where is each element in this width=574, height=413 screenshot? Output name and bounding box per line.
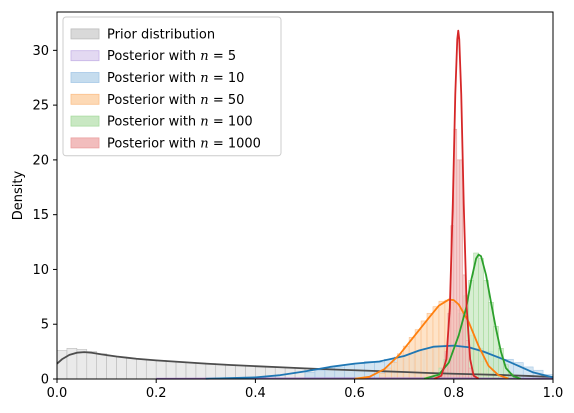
histogram-bar <box>402 345 410 380</box>
legend-label-n-symbol: n <box>196 71 209 86</box>
histogram-bar <box>185 362 197 380</box>
histogram-bar <box>274 367 286 380</box>
histogram-bar <box>76 349 88 380</box>
legend-label-prefix: Posterior with <box>107 49 196 64</box>
legend-swatch <box>70 137 100 149</box>
legend-swatch <box>70 50 100 62</box>
legend-label-prefix: Posterior with <box>107 115 196 130</box>
y-axis-label: Density <box>11 170 26 220</box>
legend-label-prefix: Posterior with <box>107 93 196 108</box>
legend-swatch <box>70 72 100 83</box>
legend-label-n-value: = 1000 <box>209 136 261 151</box>
x-axis: 0.0 0.2 0.4 0.6 0.8 1.0 <box>47 379 564 401</box>
legend-label: Posterior with n = 10 <box>107 71 244 86</box>
kde-line <box>433 29 480 380</box>
kde-line <box>56 351 554 378</box>
histogram-bar <box>478 258 484 380</box>
histogram-bar <box>106 355 117 380</box>
histogram-bar <box>426 312 434 380</box>
kde-line <box>423 253 522 380</box>
histogram-bar <box>385 367 392 380</box>
histogram-bar <box>116 356 127 380</box>
legend-label-n-value: = 50 <box>209 93 245 108</box>
histogram-bar <box>225 364 236 380</box>
histogram-bar <box>56 350 68 380</box>
legend-box <box>62 16 282 157</box>
y-tick-label: 20 <box>32 153 49 168</box>
y-tick-label: 25 <box>32 99 49 114</box>
histogram-bar <box>96 353 107 380</box>
histogram-bar <box>165 361 177 380</box>
x-tick-label: 0.4 <box>245 386 266 401</box>
y-tick-label: 5 <box>41 318 49 333</box>
legend-label-n-value: = 100 <box>209 115 253 130</box>
x-tick-label: 0.6 <box>344 386 365 401</box>
y-tick-label: 0 <box>41 373 49 388</box>
legend-label: Prior distribution <box>107 27 215 42</box>
legend-label-n-symbol: n <box>196 93 209 108</box>
legend-label: Posterior with n = 5 <box>107 49 236 64</box>
histogram-bar <box>86 351 97 380</box>
histogram-bar <box>175 361 187 380</box>
histogram-bar <box>432 306 440 380</box>
histogram-bar <box>195 362 207 380</box>
legend-label-n-symbol: n <box>196 115 209 130</box>
histogram-bar <box>344 364 355 380</box>
legend-label-n-symbol: n <box>196 49 209 64</box>
axes-frame <box>56 11 554 380</box>
y-axis: 0 5 10 15 20 25 30 <box>32 44 57 388</box>
kde-line <box>205 344 554 380</box>
legend-label-n-value: = 5 <box>209 49 236 64</box>
histogram-bar <box>473 252 479 380</box>
legend-label-n-symbol: n <box>196 136 209 151</box>
histogram-bar <box>155 360 167 380</box>
legend-label: Posterior with n = 50 <box>107 93 244 108</box>
legend-swatch <box>70 115 100 127</box>
legend-label-n-value: = 10 <box>209 71 245 86</box>
legend-swatch <box>70 28 100 40</box>
legend-swatch <box>70 93 100 105</box>
y-tick-label: 10 <box>32 263 49 278</box>
histogram-bar <box>145 359 157 380</box>
legend-label-prefix: Posterior with <box>107 136 196 151</box>
histogram-bar <box>126 357 137 380</box>
histogram-bar <box>462 274 467 380</box>
x-tick-label: 0.0 <box>47 386 68 401</box>
y-tick-label: 30 <box>32 44 49 59</box>
histogram-bar <box>205 363 217 380</box>
histogram-bar <box>215 363 226 380</box>
histogram-bar <box>136 358 147 380</box>
legend-label: Posterior with n = 100 <box>107 115 253 130</box>
legend-label-prefix: Prior distribution <box>107 27 215 42</box>
x-tick-label: 0.8 <box>443 386 464 401</box>
legend-label: Posterior with n = 1000 <box>107 136 261 151</box>
x-tick-label: 0.2 <box>146 386 167 401</box>
legend-label-prefix: Posterior with <box>107 71 196 86</box>
y-tick-label: 15 <box>32 208 49 223</box>
x-tick-label: 1.0 <box>543 386 564 401</box>
kde-line <box>354 298 509 380</box>
